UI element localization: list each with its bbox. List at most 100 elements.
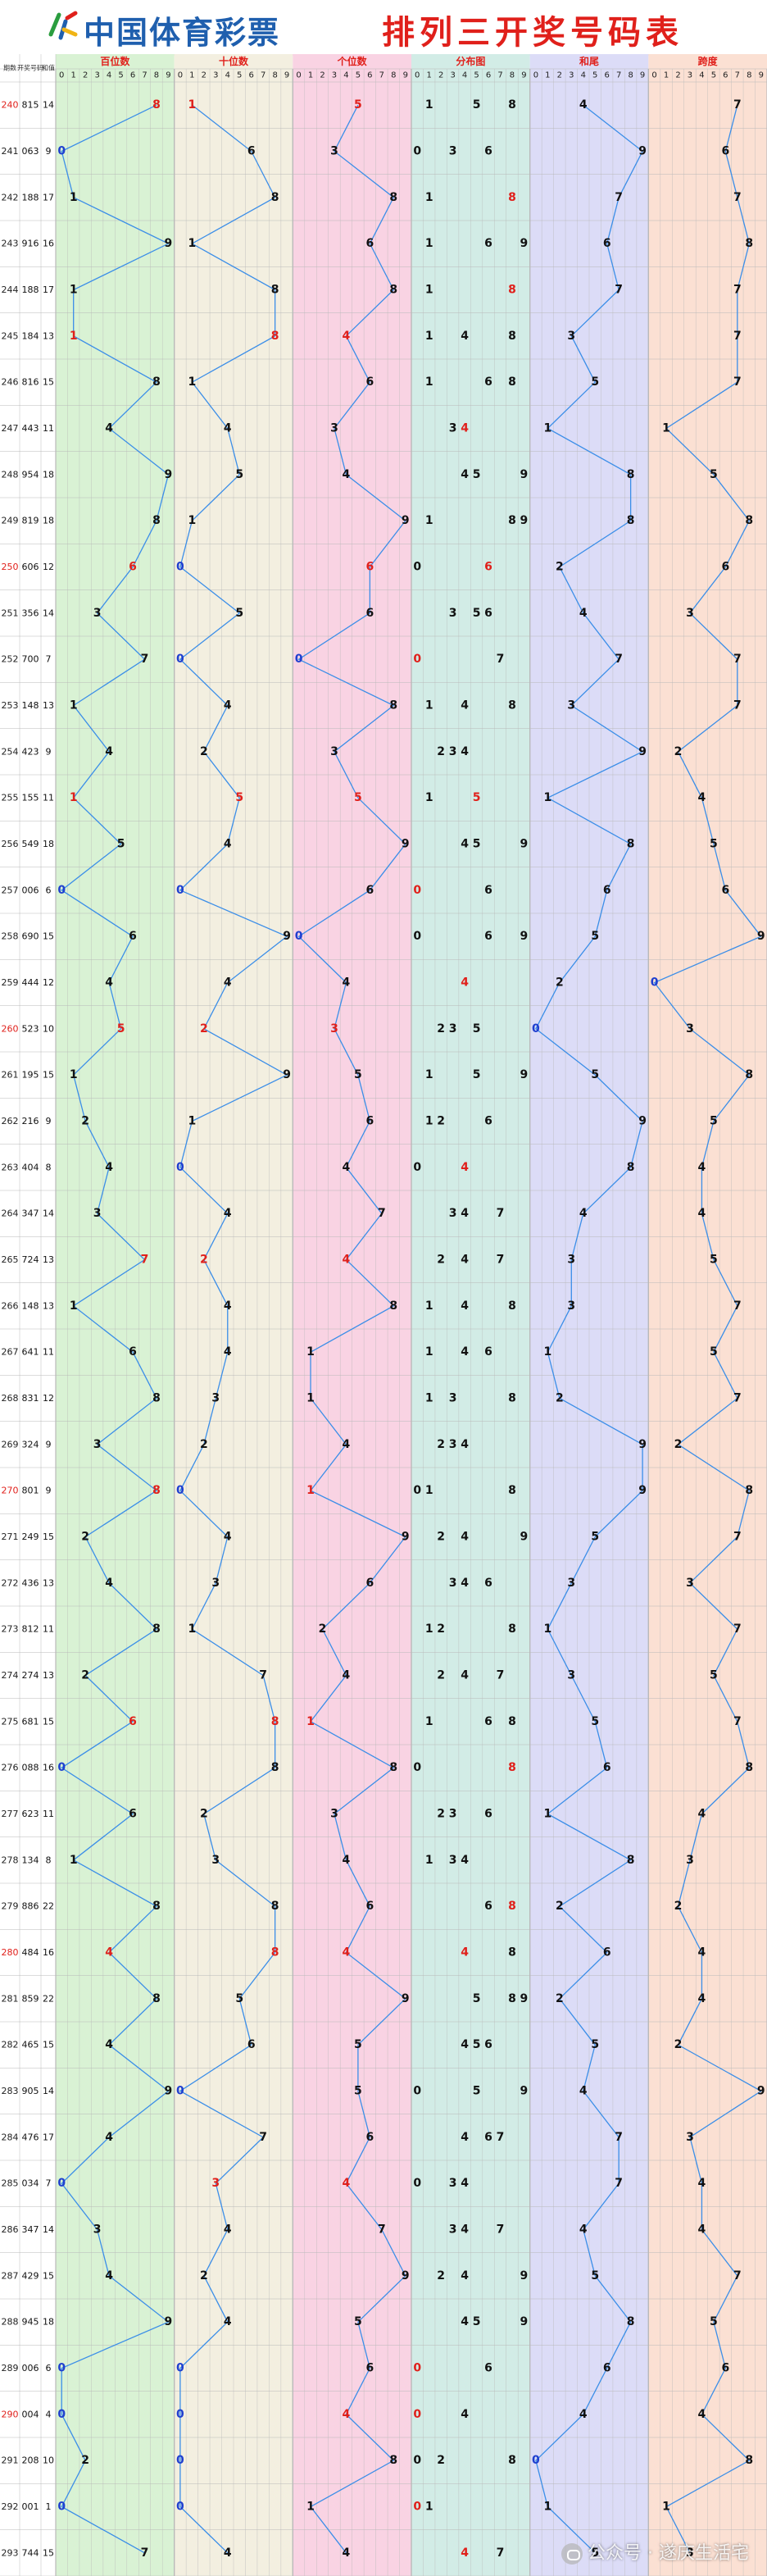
digit-mark: 1	[70, 284, 78, 297]
digit-mark: 1	[70, 1068, 78, 1081]
digit-mark: 4	[343, 1854, 351, 1867]
digit-mark: 2	[81, 1531, 89, 1544]
number-cell: 724	[22, 1254, 39, 1265]
digit-header: 9	[521, 71, 526, 80]
issue-cell: 283	[2, 2086, 19, 2096]
digit-mark: 4	[461, 838, 469, 851]
digit-mark: 1	[70, 791, 78, 804]
digit-mark: 3	[449, 1392, 457, 1405]
digit-mark: 6	[129, 1808, 137, 1821]
digit-mark: 0	[295, 653, 303, 666]
sum-cell: 11	[43, 1347, 54, 1358]
issue-cell: 270	[2, 1486, 19, 1496]
digit-mark: 8	[627, 468, 635, 481]
wechat-icon	[561, 2543, 583, 2565]
digit-mark: 4	[105, 1946, 113, 1959]
digit-mark: 1	[425, 1715, 433, 1728]
digit-mark: 5	[591, 1068, 599, 1081]
issue-cell: 278	[2, 1855, 19, 1865]
digit-mark: 2	[437, 1438, 445, 1451]
issue-cell: 247	[2, 423, 19, 434]
digit-mark: 9	[520, 237, 529, 250]
number-cell: 347	[22, 1208, 39, 1219]
digit-mark: 6	[129, 930, 137, 943]
digit-mark: 6	[484, 930, 492, 943]
digit-mark: 6	[365, 884, 374, 897]
digit-header: 4	[225, 71, 230, 80]
issue-cell: 250	[2, 562, 19, 572]
digit-mark: 8	[508, 1900, 516, 1913]
sum-cell: 8	[46, 1855, 52, 1865]
digit-mark: 6	[365, 1900, 374, 1913]
digit-mark: 4	[343, 2546, 351, 2560]
sum-cell: 10	[43, 2455, 54, 2466]
sum-cell: 18	[43, 516, 54, 526]
sum-cell: 6	[46, 2363, 52, 2373]
digit-mark: 5	[591, 375, 599, 389]
digit-mark: 1	[188, 375, 196, 389]
issue-cell: 271	[2, 1531, 19, 1542]
digit-mark: 9	[402, 838, 410, 851]
digit-mark: 1	[543, 1808, 551, 1821]
digit-mark: 3	[93, 1207, 102, 1220]
digit-mark: 4	[105, 422, 113, 435]
digit-mark: 4	[224, 1207, 232, 1220]
digit-mark: 1	[425, 1484, 433, 1497]
number-cell: 945	[22, 2317, 39, 2328]
digit-mark: 1	[425, 791, 433, 804]
issue-cell: 253	[2, 700, 19, 711]
issue-cell: 275	[2, 1716, 19, 1727]
sum-cell: 14	[43, 2086, 54, 2096]
digit-mark: 8	[152, 1900, 161, 1913]
digit-mark: 3	[567, 330, 575, 343]
issue-cell: 252	[2, 654, 19, 665]
digit-mark: 6	[247, 145, 256, 158]
digit-mark: 4	[224, 2315, 232, 2328]
digit-mark: 7	[733, 1623, 742, 1636]
number-cell: 356	[22, 608, 39, 618]
digit-mark: 2	[81, 1115, 89, 1128]
issue-cell: 274	[2, 1670, 19, 1681]
issue-cell: 284	[2, 2132, 19, 2142]
digit-mark: 3	[686, 2131, 694, 2144]
digit-mark: 2	[319, 1623, 327, 1636]
digit-header: 7	[497, 71, 502, 80]
digit-mark: 4	[343, 1254, 351, 1267]
digit-header: 6	[367, 71, 372, 80]
digit-mark: 5	[354, 2038, 362, 2051]
digit-mark: 9	[520, 1531, 529, 1544]
number-cell: 465	[22, 2040, 39, 2050]
digit-mark: 0	[176, 884, 184, 897]
number-cell: 700	[22, 654, 39, 665]
issue-cell: 288	[2, 2317, 19, 2328]
digit-header: 0	[651, 71, 656, 80]
digit-mark: 0	[413, 1161, 421, 1174]
digit-mark: 1	[425, 1115, 433, 1128]
digit-mark: 3	[449, 2223, 457, 2237]
digit-mark: 4	[579, 2408, 588, 2421]
digit-mark: 8	[508, 1992, 516, 2005]
digit-header: 3	[332, 71, 337, 80]
digit-mark: 8	[508, 1946, 516, 1959]
digit-mark: 2	[437, 1022, 445, 1035]
digit-mark: 2	[437, 2269, 445, 2282]
digit-mark: 4	[224, 2223, 232, 2237]
digit-mark: 1	[425, 237, 433, 250]
issue-cell: 258	[2, 931, 19, 942]
digit-mark: 1	[425, 1392, 433, 1405]
digit-mark: 5	[473, 1068, 481, 1081]
digit-header: 2	[202, 71, 206, 80]
issue-cell: 265	[2, 1254, 19, 1265]
digit-mark: 4	[461, 422, 469, 435]
digit-mark: 2	[556, 1900, 564, 1913]
digit-mark: 8	[152, 98, 161, 112]
digit-mark: 3	[686, 1577, 694, 1590]
digit-mark: 5	[710, 1115, 718, 1128]
digit-mark: 1	[188, 98, 196, 112]
digit-header: 5	[711, 71, 716, 80]
digit-mark: 4	[461, 2131, 469, 2144]
digit-mark: 0	[57, 2408, 66, 2421]
digit-mark: 4	[343, 2408, 351, 2421]
issue-cell: 292	[2, 2501, 19, 2512]
digit-mark: 7	[497, 2131, 505, 2144]
